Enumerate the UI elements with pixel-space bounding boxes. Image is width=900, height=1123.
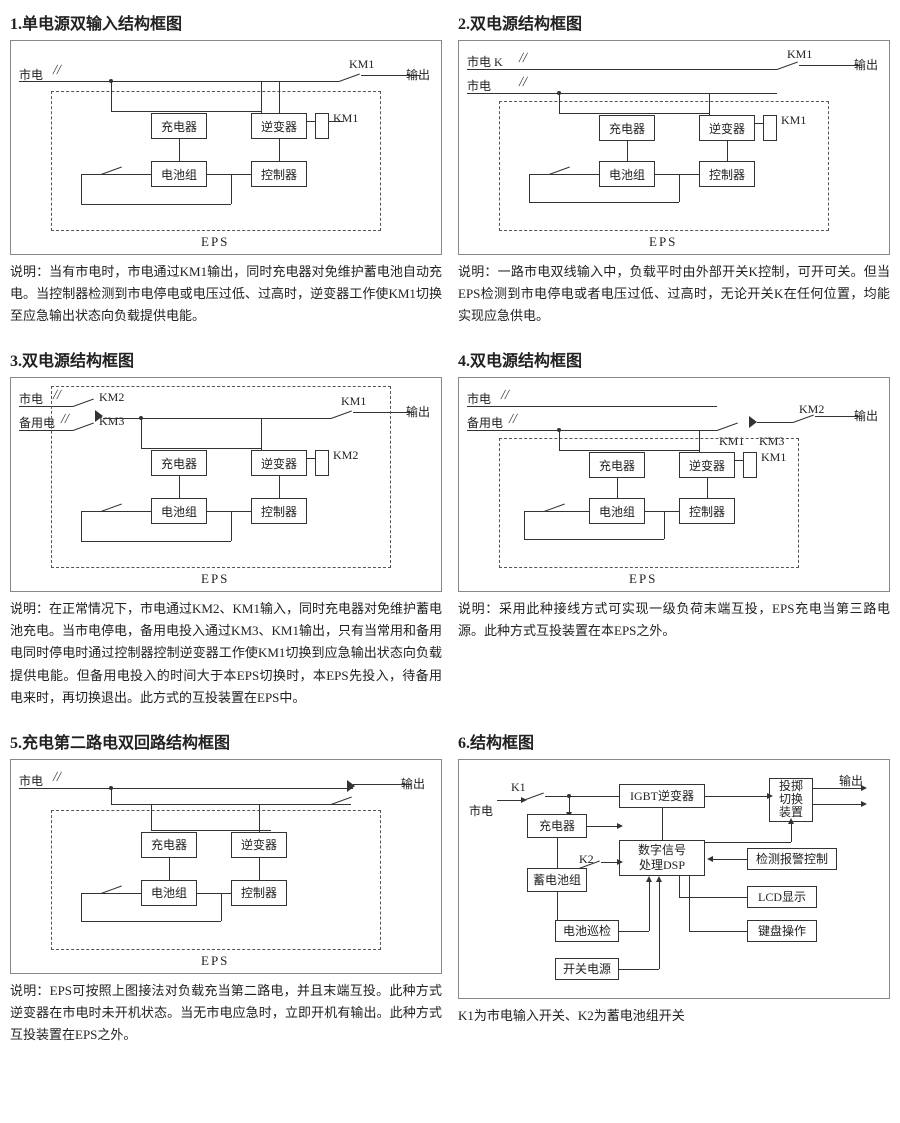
- inverter5: 逆变器: [231, 832, 287, 858]
- panel-4: 4.双电源结构框图 市电 // 备用电 // KM1 KM3 KM2 输出 EP…: [458, 347, 890, 708]
- charger4: 充电器: [589, 452, 645, 478]
- panel-1-title: 1.单电源双输入结构框图: [10, 10, 442, 34]
- output-label: 输出: [406, 66, 430, 83]
- diagram-3: 市电 // KM2 备用电 // KM3 KM1 输出 EPS 充电器 逆变器: [10, 377, 442, 592]
- km2-side3: KM2: [333, 448, 358, 463]
- eps3: EPS: [201, 571, 229, 587]
- km1-side4: KM1: [761, 450, 786, 465]
- mains3: 市电: [19, 390, 43, 407]
- battery-block: 电池组: [151, 161, 207, 187]
- panel-1-desc: 说明：当有市电时，市电通过KM1输出，同时充电器对免维护蓄电池自动充电。当控制器…: [10, 261, 442, 327]
- break-icon: //: [52, 63, 63, 79]
- km1-top2: KM1: [787, 47, 812, 62]
- panel-6: 6.结构框图 市电 K1 IGBT逆变器 投掷 切换 装置 输出 数字信号 处理…: [458, 729, 890, 1046]
- igbt-block: IGBT逆变器: [619, 784, 705, 808]
- charger5: 充电器: [141, 832, 197, 858]
- panel-6-footnote: K1为市电输入开关、K2为蓄电池组开关: [458, 1005, 890, 1024]
- panel-5-desc: 说明：EPS可按照上图接法对负载充当第二路电，并且末端互投。此种方式逆变器在市电…: [10, 980, 442, 1046]
- diagram-2: 市电 K // 市电 // KM1 输出 EPS 充电器 逆变器 KM1 电池组: [458, 40, 890, 255]
- diagram-6: 市电 K1 IGBT逆变器 投掷 切换 装置 输出 数字信号 处理DSP 充电器: [458, 759, 890, 999]
- inverter3: 逆变器: [251, 450, 307, 476]
- controller5: 控制器: [231, 880, 287, 906]
- inspect-block: 电池巡检: [555, 920, 619, 942]
- standby3: 备用电: [19, 414, 55, 431]
- km1-top: KM1: [349, 57, 374, 72]
- panel-3-desc: 说明：在正常情况下，市电通过KM2、KM1输入，同时充电器对免维护蓄电池充电。当…: [10, 598, 442, 708]
- panel-1: 1.单电源双输入结构框图 市电 // KM1 输出 EPS 充电器 逆变器: [10, 10, 442, 327]
- standby4: 备用电: [467, 414, 503, 431]
- diagram-1: 市电 // KM1 输出 EPS 充电器 逆变器: [10, 40, 442, 255]
- mains2: 市电: [467, 77, 491, 94]
- eps-label: EPS: [201, 234, 229, 250]
- panel-3: 3.双电源结构框图 市电 // KM2 备用电 // KM3 KM1 输出 EP…: [10, 347, 442, 708]
- battery3: 电池组: [151, 498, 207, 524]
- diagram-5: 市电 // 输出 EPS 充电器 逆变器 电池组 控制器: [10, 759, 442, 974]
- charger6: 充电器: [527, 814, 587, 838]
- battery4: 电池组: [589, 498, 645, 524]
- panel-5-title: 5.充电第二路电双回路结构框图: [10, 729, 442, 753]
- diagram-4: 市电 // 备用电 // KM1 KM3 KM2 输出 EPS 充电器 逆变器: [458, 377, 890, 592]
- battery5: 电池组: [141, 880, 197, 906]
- output3: 输出: [406, 403, 430, 420]
- break-icon: //: [518, 51, 529, 67]
- panel-3-title: 3.双电源结构框图: [10, 347, 442, 371]
- inverter4: 逆变器: [679, 452, 735, 478]
- eps5: EPS: [201, 953, 229, 969]
- km1-lbl3: KM1: [341, 394, 366, 409]
- switch-unit: 投掷 切换 装置: [769, 778, 813, 822]
- panel-2: 2.双电源结构框图 市电 K // 市电 // KM1 输出 EPS 充电器 逆…: [458, 10, 890, 327]
- controller3: 控制器: [251, 498, 307, 524]
- km2-lbl: KM2: [99, 390, 124, 405]
- panel-2-title: 2.双电源结构框图: [458, 10, 890, 34]
- controller2: 控制器: [699, 161, 755, 187]
- panel-2-desc: 说明：一路市电双线输入中，负载平时由外部开关K控制，可开可关。但当EPS检测到市…: [458, 261, 890, 327]
- km1-side2: KM1: [781, 113, 806, 128]
- output2: 输出: [854, 56, 878, 73]
- inverter2: 逆变器: [699, 115, 755, 141]
- battery6: 蓄电池组: [527, 868, 587, 892]
- km3-r4: KM3: [759, 434, 784, 449]
- panel-4-title: 4.双电源结构框图: [458, 347, 890, 371]
- km2-r4: KM2: [799, 402, 824, 417]
- mains5: 市电: [19, 772, 43, 789]
- output6: 输出: [839, 772, 863, 789]
- controller-block: 控制器: [251, 161, 307, 187]
- panel-4-desc: 说明：采用此种接线方式可实现一级负荷末端互投，EPS充电当第三路电源。此种方式互…: [458, 598, 890, 642]
- eps4: EPS: [629, 571, 657, 587]
- psu-block: 开关电源: [555, 958, 619, 980]
- mains6: 市电: [469, 802, 493, 819]
- alarm-block: 检测报警控制: [747, 848, 837, 870]
- dsp-block: 数字信号 处理DSP: [619, 840, 705, 876]
- charger2: 充电器: [599, 115, 655, 141]
- output5: 输出: [401, 775, 425, 792]
- k1-lbl: K1: [511, 780, 526, 795]
- km1-r4: KM1: [719, 434, 744, 449]
- km1-side: KM1: [333, 111, 358, 126]
- panel-6-title: 6.结构框图: [458, 729, 890, 753]
- charger-block: 充电器: [151, 113, 207, 139]
- mains-k: 市电 K: [467, 53, 503, 70]
- inverter-block: 逆变器: [251, 113, 307, 139]
- diagram-grid: 1.单电源双输入结构框图 市电 // KM1 输出 EPS 充电器 逆变器: [10, 10, 890, 1058]
- break-icon: //: [518, 75, 529, 91]
- charger3: 充电器: [151, 450, 207, 476]
- output4: 输出: [854, 407, 878, 424]
- controller4: 控制器: [679, 498, 735, 524]
- lcd-block: LCD显示: [747, 886, 817, 908]
- keypad-block: 键盘操作: [747, 920, 817, 942]
- mains4: 市电: [467, 390, 491, 407]
- panel-5: 5.充电第二路电双回路结构框图 市电 // 输出 EPS 充电器 逆变器 电池组: [10, 729, 442, 1046]
- eps-label2: EPS: [649, 234, 677, 250]
- battery2: 电池组: [599, 161, 655, 187]
